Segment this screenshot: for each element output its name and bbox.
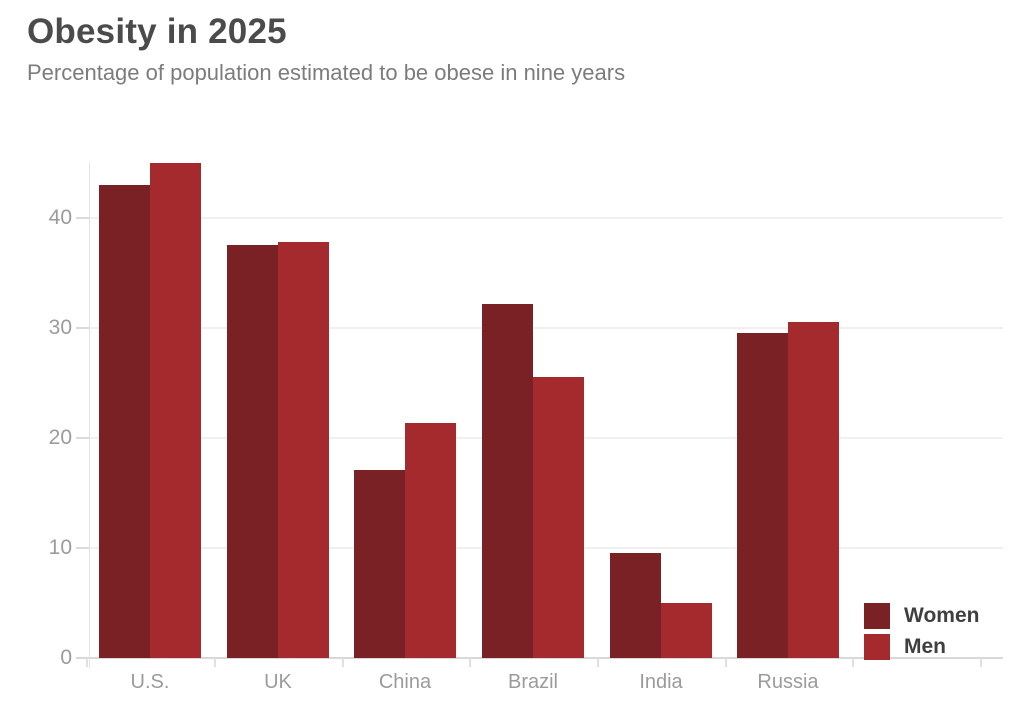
bar-brazil-men [533, 377, 584, 658]
bar-brazil-women [482, 304, 533, 658]
x-axis-label-india: India [639, 671, 683, 693]
bar-uk-women [227, 245, 278, 658]
bar-u-s-men [150, 163, 201, 658]
x-axis-label-china: China [378, 671, 432, 693]
bar-uk-men [278, 242, 329, 658]
x-axis-label-russia: Russia [757, 671, 819, 693]
y-axis-label-40: 40 [48, 206, 72, 229]
x-axis-boundary-tick-7 [980, 658, 982, 667]
y-axis-line [89, 163, 90, 668]
y-axis-tick-30 [76, 327, 89, 329]
y-axis-label-30: 30 [48, 316, 72, 339]
chart-legend: Women Men [864, 603, 979, 665]
y-axis-tick-20 [76, 437, 89, 439]
bar-china-women [354, 470, 405, 658]
women-series-swatch [864, 603, 890, 629]
x-axis-boundary-tick-0 [86, 658, 88, 667]
x-axis-baseline [76, 657, 1003, 659]
men-series-swatch [864, 634, 890, 660]
x-axis-boundary-tick-2 [342, 658, 344, 667]
chart-subtitle: Percentage of population estimated to be… [27, 60, 626, 85]
x-axis-label-brazil: Brazil [507, 671, 558, 693]
y-axis-label-20: 20 [48, 426, 72, 449]
x-axis-label-u-s: U.S. [130, 671, 170, 693]
chart-title: Obesity in 2025 [27, 12, 287, 51]
bar-russia-women [737, 333, 788, 658]
y-axis-tick-40 [76, 217, 89, 219]
bar-russia-men [788, 322, 839, 658]
x-axis-boundary-tick-1 [214, 658, 216, 667]
x-axis-label-uk: UK [264, 671, 292, 693]
legend-label-women: Women [904, 604, 980, 627]
gridline-40 [89, 217, 1003, 219]
x-axis-boundary-tick-4 [597, 658, 599, 667]
legend-item-women: Women [864, 603, 979, 629]
x-axis-boundary-tick-5 [725, 658, 727, 667]
bar-india-men [661, 603, 712, 658]
legend-label-men: Men [904, 635, 946, 658]
y-axis-tick-10 [76, 547, 89, 549]
y-axis-label-10: 10 [48, 536, 72, 559]
bar-india-women [610, 553, 661, 658]
legend-item-men: Men [864, 634, 979, 660]
x-axis-boundary-tick-6 [852, 658, 854, 667]
y-axis-label-0: 0 [60, 646, 72, 669]
bar-u-s-women [99, 185, 150, 658]
bar-china-men [405, 423, 456, 658]
x-axis-boundary-tick-3 [469, 658, 471, 667]
gridline-30 [89, 327, 1003, 329]
